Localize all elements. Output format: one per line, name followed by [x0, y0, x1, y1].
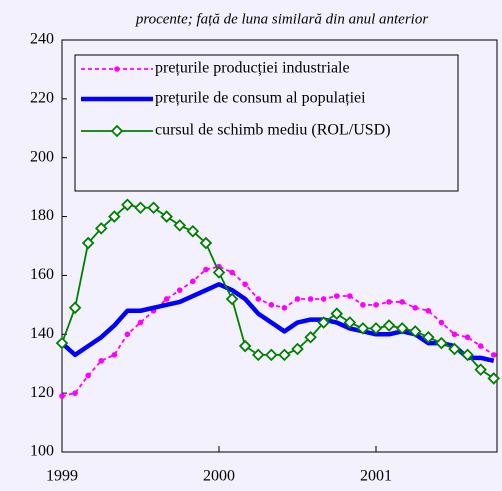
point — [55, 336, 69, 350]
point — [304, 330, 317, 344]
point — [320, 296, 327, 302]
point — [356, 322, 370, 335]
point — [435, 336, 448, 350]
point — [343, 316, 357, 329]
point — [412, 305, 419, 311]
plot-frame — [61, 39, 498, 453]
point — [278, 348, 291, 362]
x-tick-label: 2000 — [203, 468, 235, 485]
point — [98, 357, 105, 364]
series-line — [61, 203, 495, 380]
y-tick-label: 240 — [30, 31, 54, 48]
point — [333, 293, 340, 299]
y-tick-label: 180 — [30, 207, 54, 224]
point — [124, 331, 131, 338]
point — [212, 266, 226, 279]
point — [110, 124, 124, 138]
point — [203, 266, 209, 273]
point — [373, 302, 379, 308]
point — [108, 210, 121, 223]
point — [422, 330, 435, 344]
point — [281, 305, 288, 311]
legend-label: prețurile de consum al populației — [155, 90, 366, 107]
point — [347, 293, 353, 299]
point — [307, 296, 314, 302]
point — [369, 322, 383, 335]
x-tick-label: 2001 — [360, 468, 392, 485]
point — [317, 316, 330, 329]
legend-box — [74, 54, 459, 192]
point — [186, 225, 200, 238]
point — [160, 210, 173, 223]
point — [408, 325, 422, 338]
point — [490, 352, 497, 358]
point — [330, 307, 344, 320]
point — [94, 222, 108, 235]
y-tick-label: 160 — [30, 266, 54, 283]
point — [255, 296, 262, 302]
point — [114, 66, 120, 72]
point — [399, 299, 405, 305]
series-line — [60, 282, 495, 363]
point — [477, 343, 484, 349]
y-tick-label: 100 — [30, 443, 54, 460]
point — [291, 342, 304, 356]
point — [451, 331, 458, 338]
point — [147, 201, 160, 215]
point — [173, 219, 187, 232]
point — [461, 348, 474, 362]
point — [190, 278, 196, 285]
point — [238, 339, 252, 353]
point — [474, 363, 487, 376]
point — [268, 302, 275, 308]
point — [464, 334, 471, 341]
y-tick-label: 220 — [30, 90, 54, 107]
point — [134, 201, 147, 215]
point — [163, 296, 170, 302]
point — [199, 236, 213, 250]
y-tick-label: 120 — [30, 384, 54, 401]
point — [487, 372, 501, 385]
point — [265, 348, 278, 362]
point — [81, 236, 95, 250]
chart-subtitle: procente; față de luna similară din anul… — [135, 11, 429, 27]
point — [121, 198, 134, 212]
y-tick-label: 200 — [30, 148, 54, 165]
point — [111, 352, 118, 358]
point — [72, 390, 78, 396]
point — [137, 319, 144, 326]
y-tick-label: 140 — [30, 325, 54, 342]
point — [382, 319, 396, 332]
point — [68, 301, 82, 315]
point — [229, 269, 235, 276]
x-tick-label: 1999 — [46, 468, 78, 485]
point — [176, 287, 183, 293]
point — [438, 319, 445, 326]
point — [225, 292, 239, 306]
point — [242, 281, 248, 288]
point — [360, 302, 366, 308]
point — [85, 372, 91, 379]
point — [294, 296, 301, 302]
legend-label: prețurile producției industriale — [155, 60, 350, 77]
legend-label: cursul de schimb mediu (ROL/USD) — [155, 122, 391, 139]
point — [251, 348, 265, 362]
point — [425, 307, 432, 314]
point — [59, 393, 65, 399]
point — [448, 342, 461, 356]
point — [386, 299, 392, 305]
point — [395, 322, 409, 335]
series-line — [61, 265, 495, 397]
